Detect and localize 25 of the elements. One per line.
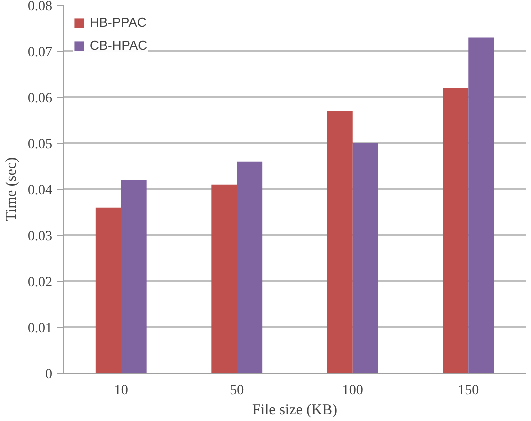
bar xyxy=(327,111,353,374)
bar xyxy=(468,38,494,374)
x-tick-label: 50 xyxy=(230,384,244,398)
y-tick-label: 0.03 xyxy=(28,230,52,244)
x-tick-label: 150 xyxy=(458,384,480,398)
bar xyxy=(121,180,147,374)
y-tick-label: 0.02 xyxy=(28,276,52,290)
x-tick-label: 10 xyxy=(114,384,128,398)
bar xyxy=(352,144,378,374)
y-tick-label: 0.01 xyxy=(28,322,52,336)
y-tick-label: 0.05 xyxy=(28,138,52,152)
y-tick-label: 0.06 xyxy=(28,92,52,106)
bar xyxy=(237,162,263,374)
bar xyxy=(212,184,238,374)
x-axis-title: File size (KB) xyxy=(252,402,338,418)
bar xyxy=(443,88,469,374)
x-tick-label: 100 xyxy=(342,384,364,398)
y-tick-label: 0.04 xyxy=(28,184,52,198)
legend-label: CB-HPAC xyxy=(90,38,148,53)
legend-label: HB-PPAC xyxy=(90,15,147,30)
bar xyxy=(96,208,122,374)
y-axis-title: Time (sec) xyxy=(4,157,20,222)
y-tick-label: 0.07 xyxy=(28,46,52,60)
y-tick-label: 0.08 xyxy=(28,0,52,14)
y-tick-label: 0 xyxy=(46,368,52,382)
